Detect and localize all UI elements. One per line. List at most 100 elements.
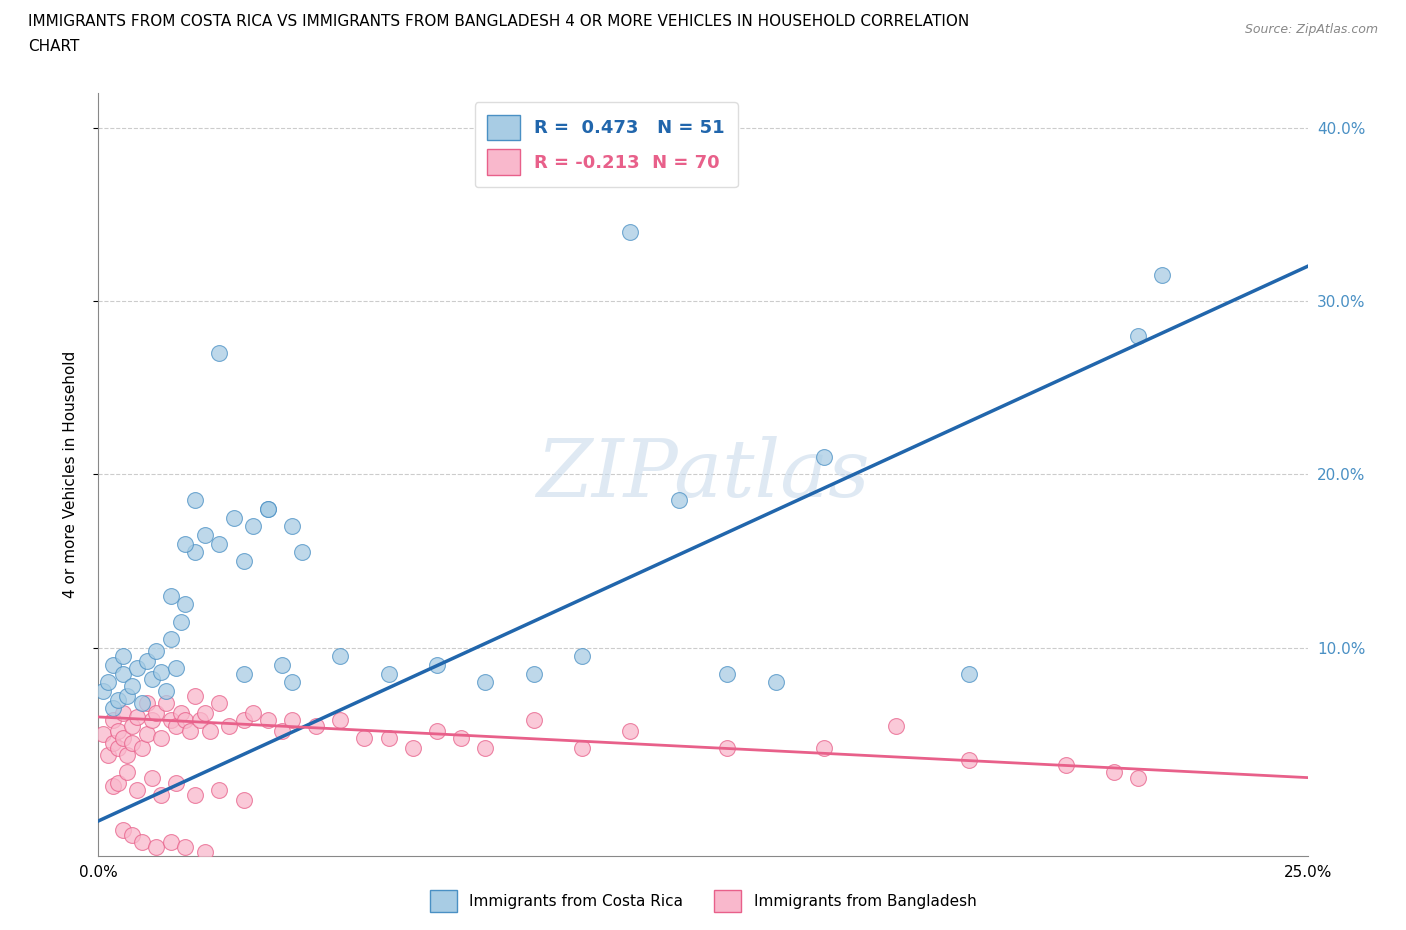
Point	[957, 666, 980, 681]
Point	[194, 527, 217, 542]
Point	[242, 706, 264, 721]
Point	[111, 649, 134, 664]
Point	[165, 718, 187, 733]
Point	[450, 730, 472, 745]
Point	[619, 724, 641, 738]
Point	[716, 666, 738, 681]
Point	[145, 706, 167, 721]
Text: ZIPatlas: ZIPatlas	[536, 435, 870, 513]
Point	[886, 718, 908, 733]
Point	[377, 666, 399, 681]
Point	[1128, 328, 1150, 343]
Point	[160, 631, 183, 646]
Text: IMMIGRANTS FROM COSTA RICA VS IMMIGRANTS FROM BANGLADESH 4 OR MORE VEHICLES IN H: IMMIGRANTS FROM COSTA RICA VS IMMIGRANTS…	[28, 14, 969, 29]
Point	[150, 730, 173, 745]
Point	[165, 776, 187, 790]
Point	[111, 822, 134, 837]
Point	[256, 501, 278, 516]
Point	[111, 666, 134, 681]
Point	[208, 537, 231, 551]
Point	[716, 740, 738, 755]
Point	[121, 718, 143, 733]
Point	[402, 740, 425, 755]
Point	[101, 736, 124, 751]
Point	[184, 689, 207, 704]
Point	[523, 713, 546, 728]
Point	[222, 511, 245, 525]
Point	[101, 713, 124, 728]
Point	[474, 675, 496, 690]
Point	[179, 724, 201, 738]
Point	[135, 727, 157, 742]
Point	[194, 706, 217, 721]
Point	[813, 740, 835, 755]
Point	[91, 684, 114, 698]
Point	[111, 730, 134, 745]
Point	[765, 675, 787, 690]
Point	[218, 718, 240, 733]
Point	[281, 713, 304, 728]
Point	[242, 519, 264, 534]
Point	[232, 553, 254, 568]
Point	[208, 696, 231, 711]
Point	[1152, 268, 1174, 283]
Point	[91, 727, 114, 742]
Point	[135, 654, 157, 669]
Point	[426, 658, 449, 672]
Point	[208, 346, 231, 361]
Point	[127, 661, 149, 676]
Point	[184, 545, 207, 560]
Point	[329, 713, 352, 728]
Point	[97, 748, 120, 763]
Point	[174, 840, 197, 855]
Point	[194, 844, 217, 859]
Point	[97, 675, 120, 690]
Point	[668, 493, 690, 508]
Point	[426, 724, 449, 738]
Point	[107, 740, 129, 755]
Point	[160, 588, 183, 603]
Point	[160, 713, 183, 728]
Point	[169, 614, 191, 629]
Point	[111, 706, 134, 721]
Point	[107, 776, 129, 790]
Point	[150, 788, 173, 803]
Point	[117, 689, 139, 704]
Point	[121, 828, 143, 843]
Point	[571, 649, 593, 664]
Point	[135, 696, 157, 711]
Point	[198, 724, 221, 738]
Point	[155, 684, 177, 698]
Y-axis label: 4 or more Vehicles in Household: 4 or more Vehicles in Household	[63, 351, 77, 598]
Point	[271, 658, 294, 672]
Point	[174, 713, 197, 728]
Point	[256, 501, 278, 516]
Legend: R =  0.473   N = 51, R = -0.213  N = 70: R = 0.473 N = 51, R = -0.213 N = 70	[475, 102, 738, 188]
Point	[174, 597, 197, 612]
Point	[957, 753, 980, 768]
Point	[208, 782, 231, 797]
Point	[101, 701, 124, 716]
Point	[141, 713, 163, 728]
Point	[174, 537, 197, 551]
Point	[131, 740, 153, 755]
Point	[141, 770, 163, 785]
Point	[121, 736, 143, 751]
Point	[101, 778, 124, 793]
Point	[150, 664, 173, 679]
Point	[813, 449, 835, 464]
Point	[474, 740, 496, 755]
Legend: Immigrants from Costa Rica, Immigrants from Bangladesh: Immigrants from Costa Rica, Immigrants f…	[423, 884, 983, 918]
Point	[619, 224, 641, 239]
Point	[571, 740, 593, 755]
Point	[271, 724, 294, 738]
Point	[281, 519, 304, 534]
Point	[1128, 770, 1150, 785]
Point	[121, 678, 143, 693]
Text: CHART: CHART	[28, 39, 80, 54]
Point	[232, 666, 254, 681]
Point	[107, 692, 129, 707]
Point	[290, 545, 312, 560]
Point	[117, 765, 139, 780]
Point	[117, 748, 139, 763]
